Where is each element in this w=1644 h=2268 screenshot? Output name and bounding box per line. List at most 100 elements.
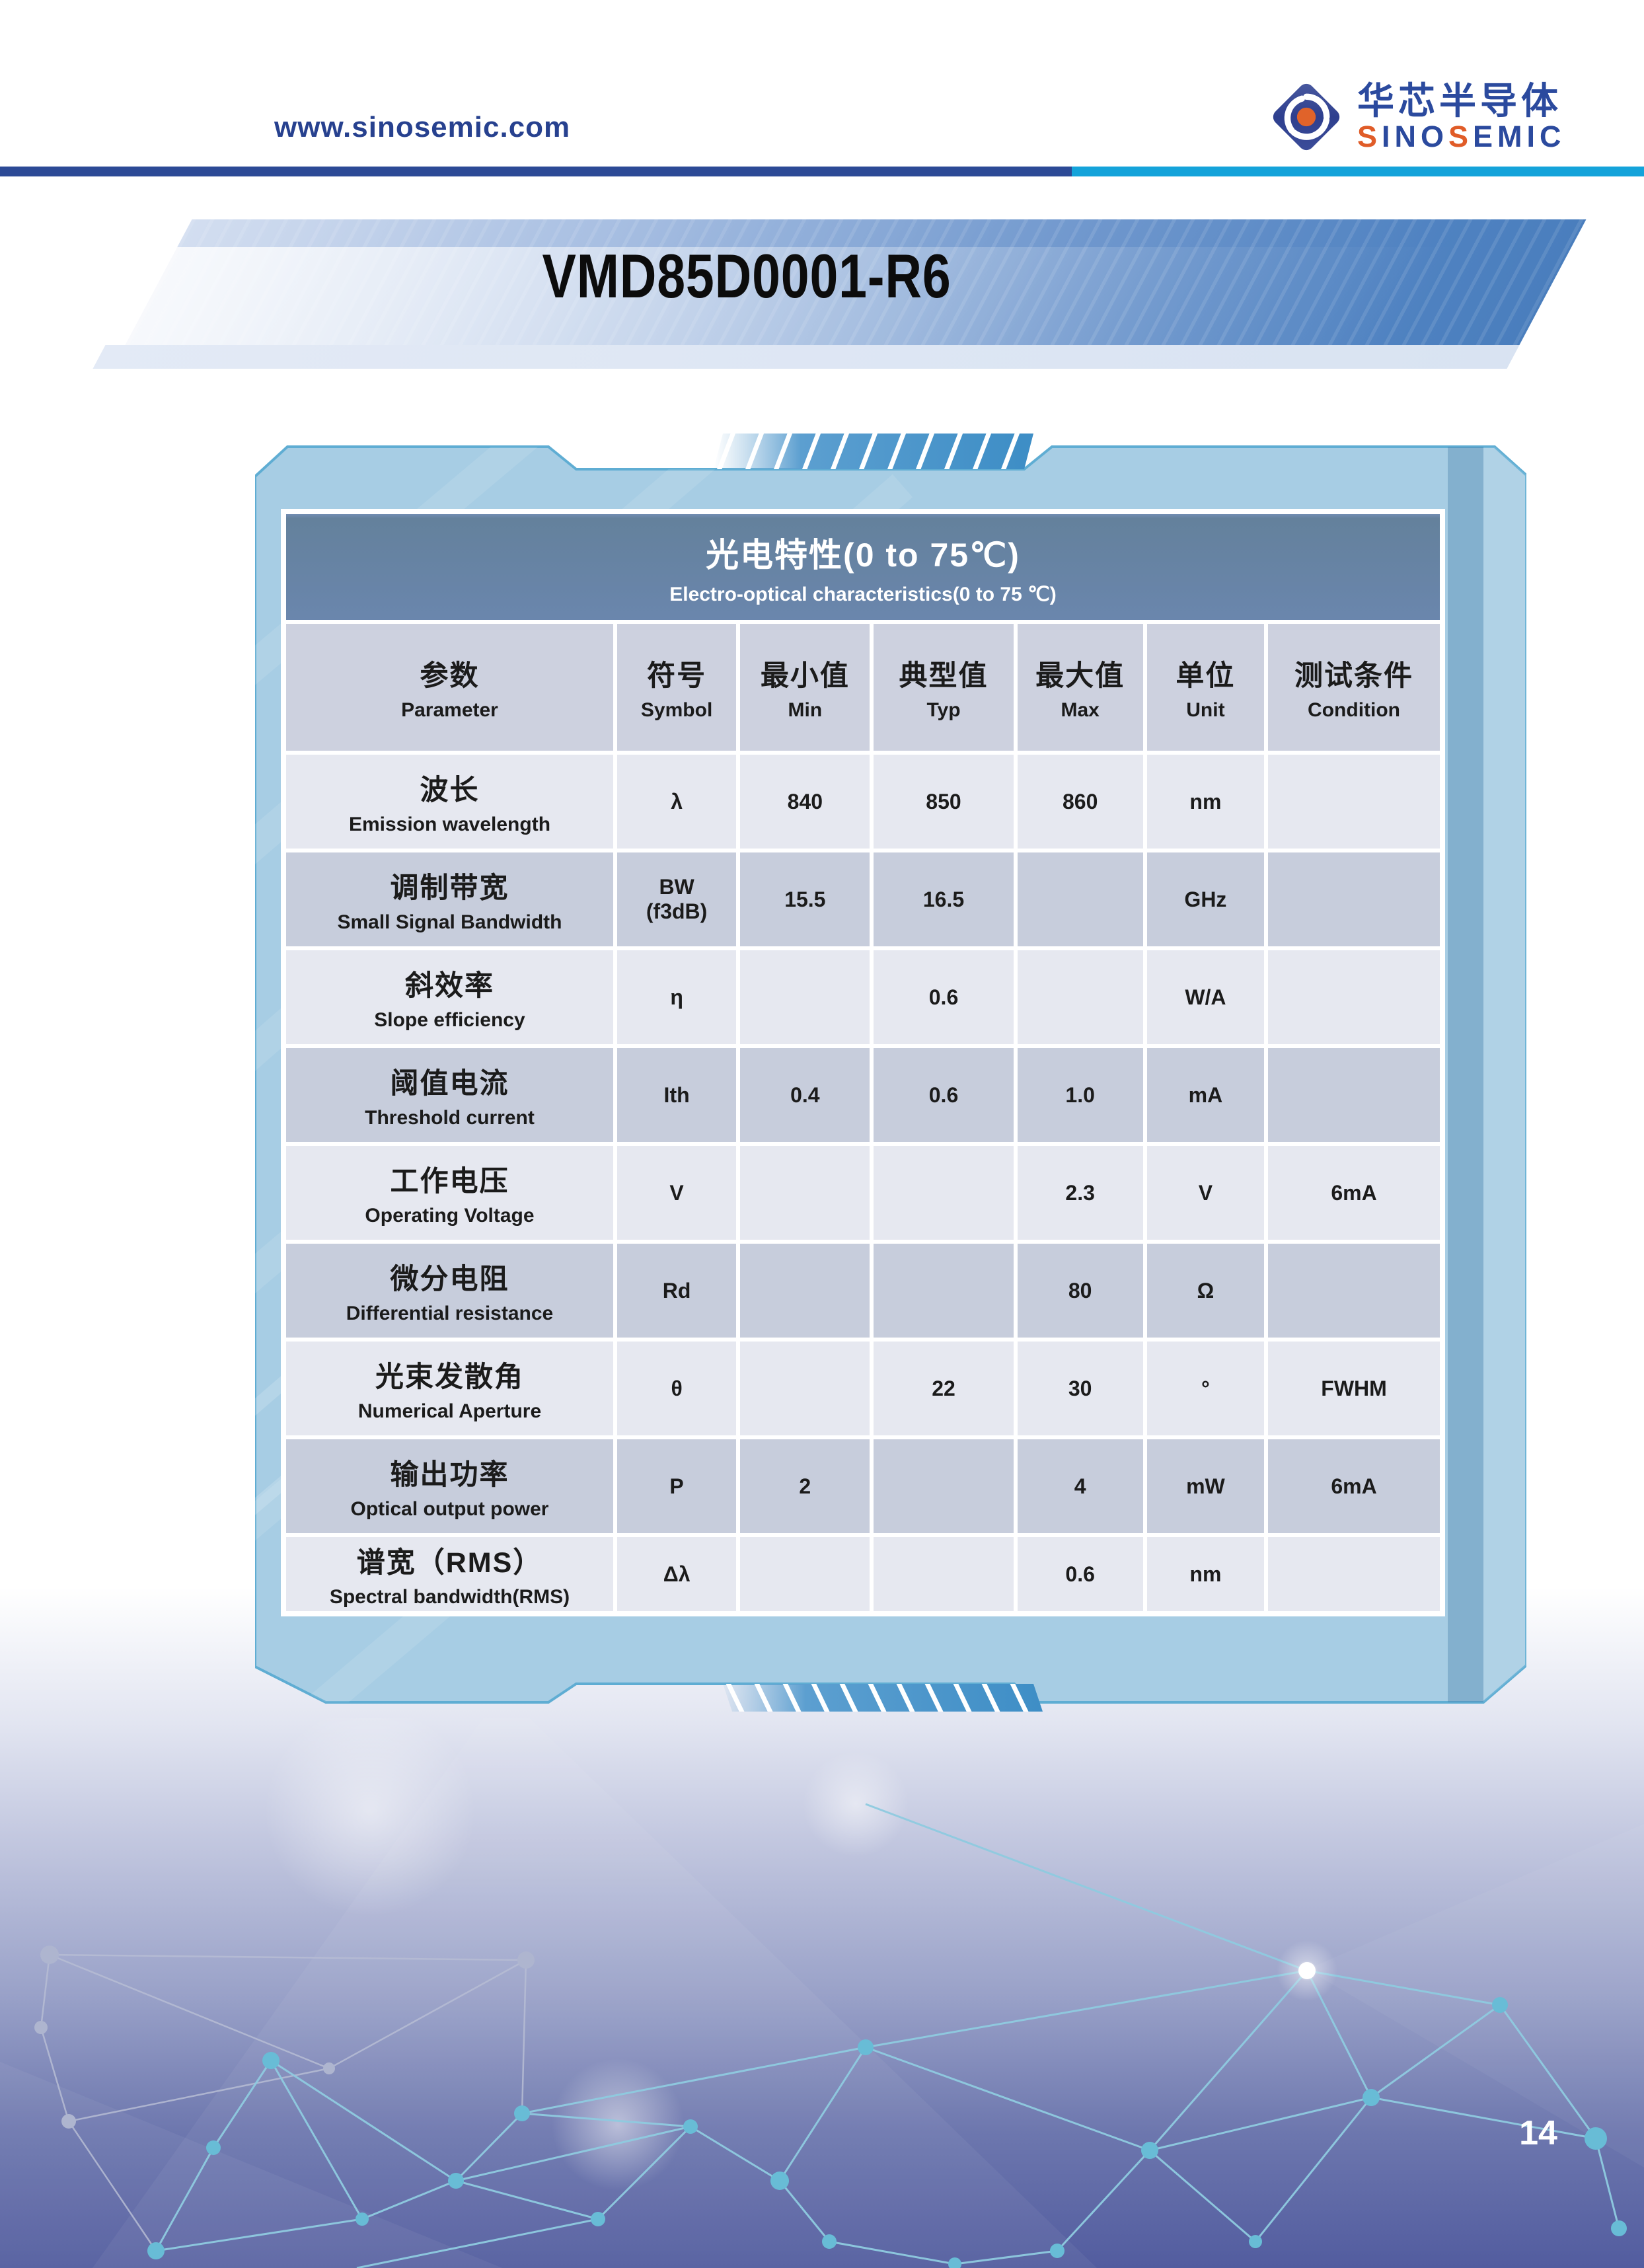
table-cell-unit: W/A [1146, 950, 1265, 1044]
param-cn: 输出功率 [390, 1459, 509, 1491]
table-cell-typ: 0.6 [874, 950, 1014, 1044]
table-cell-condition: FWHM [1268, 1342, 1440, 1435]
table-cell-symbol: λ [616, 755, 737, 849]
logo-english-name: SINOSEMIC [1357, 121, 1566, 152]
table-cell-min: 0.4 [740, 1048, 870, 1142]
table-cell-typ [874, 1439, 1014, 1533]
network-decoration [0, 1718, 1644, 2268]
table-cell-symbol: Ith [616, 1048, 737, 1142]
logo-letter-segment: EMIC [1473, 119, 1566, 153]
param-cell: 输出功率 Optical output power [286, 1439, 613, 1533]
table-cell-condition: 6mA [1268, 1439, 1440, 1533]
param-cell: 谱宽（RMS） Spectral bandwidth(RMS) [286, 1537, 613, 1611]
table-cell-typ: 850 [874, 755, 1014, 849]
table-cell-max: 80 [1017, 1244, 1143, 1338]
param-en: Operating Voltage [365, 1205, 535, 1227]
table-cell-max [1017, 950, 1143, 1044]
table-cell-symbol: P [616, 1439, 737, 1533]
title-banner-tail [93, 345, 1520, 369]
column-header-en: Condition [1308, 699, 1400, 721]
column-header-en: Min [788, 699, 823, 721]
table-cell-min: 2 [740, 1439, 870, 1533]
spec-table: 光电特性(0 to 75℃) Electro-optical character… [281, 509, 1445, 1616]
page-number: 14 [1519, 2114, 1557, 2152]
param-cn: 微分电阻 [390, 1264, 509, 1295]
header-rule-cyan [1072, 167, 1644, 176]
table-cell-unit: mA [1146, 1048, 1265, 1142]
logo-letter-segment: S [1357, 119, 1382, 153]
table-cell-typ [874, 1537, 1014, 1611]
param-en: Differential resistance [346, 1303, 554, 1324]
param-cell: 调制带宽 Small Signal Bandwidth [286, 852, 613, 946]
table-title-cn: 光电特性(0 to 75℃) [706, 536, 1020, 574]
param-en: Threshold current [365, 1107, 535, 1129]
param-cn: 斜效率 [404, 970, 494, 1002]
table-cell-max: 0.6 [1017, 1537, 1143, 1611]
logo-diamond-icon [1273, 83, 1340, 151]
table-cell-typ: 16.5 [874, 852, 1014, 946]
table-cell-min [740, 1146, 870, 1240]
table-cell-symbol: Δλ [616, 1537, 737, 1611]
table-cell-symbol: V [616, 1146, 737, 1240]
logo-chinese-name: 华芯半导体 [1357, 79, 1562, 122]
column-header-cn: 单位 [1176, 660, 1236, 692]
site-url[interactable]: www.sinosemic.com [274, 111, 571, 143]
logo-letter-segment: S [1448, 119, 1474, 153]
param-cell: 光束发散角 Numerical Aperture [286, 1342, 613, 1435]
param-cn: 光束发散角 [375, 1361, 524, 1393]
table-cell-max: 4 [1017, 1439, 1143, 1533]
table-cell-min: 840 [740, 755, 870, 849]
table-cell-unit: ° [1146, 1342, 1265, 1435]
table-cell-min: 15.5 [740, 852, 870, 946]
table-cell-min [740, 1244, 870, 1338]
table-cell-min [740, 1537, 870, 1611]
column-header-symbol: 符号 Symbol [616, 624, 737, 751]
param-cell: 工作电压 Operating Voltage [286, 1146, 613, 1240]
table-cell-unit: mW [1146, 1439, 1265, 1533]
param-en: Emission wavelength [348, 813, 551, 835]
param-en: Spectral bandwidth(RMS) [329, 1586, 570, 1608]
logo-letter-segment: INO [1382, 119, 1449, 153]
column-header-en: Typ [926, 699, 961, 721]
column-header-unit: 单位 Unit [1146, 624, 1265, 751]
column-header-condition: 测试条件 Condition [1268, 624, 1440, 751]
param-cell: 斜效率 Slope efficiency [286, 950, 613, 1044]
table-cell-typ: 0.6 [874, 1048, 1014, 1142]
column-header-en: Max [1061, 699, 1100, 721]
param-en: Slope efficiency [374, 1009, 525, 1031]
product-title: VMD85D0001-R6 [542, 241, 952, 311]
table-cell-max: 2.3 [1017, 1146, 1143, 1240]
column-header-parameter: 参数 Parameter [286, 624, 613, 751]
table-cell-typ: 22 [874, 1342, 1014, 1435]
param-cell: 波长 Emission wavelength [286, 755, 613, 849]
table-cell-max: 30 [1017, 1342, 1143, 1435]
header-rule-navy [0, 167, 1072, 176]
column-header-cn: 典型值 [899, 660, 989, 692]
table-cell-condition [1268, 1048, 1440, 1142]
table-cell-condition [1268, 1244, 1440, 1338]
table-cell-max: 1.0 [1017, 1048, 1143, 1142]
table-cell-unit: nm [1146, 1537, 1265, 1611]
table-title-en: Electro-optical characteristics(0 to 75 … [669, 583, 1057, 605]
table-cell-max: 860 [1017, 755, 1143, 849]
table-title-band: 光电特性(0 to 75℃) Electro-optical character… [286, 514, 1440, 620]
column-header-typ: 典型值 Typ [874, 624, 1014, 751]
table-cell-symbol: Rd [616, 1244, 737, 1338]
param-cn: 阈值电流 [390, 1068, 509, 1100]
column-header-max: 最大值 Max [1017, 624, 1143, 751]
column-header-cn: 最小值 [760, 660, 850, 692]
table-cell-max [1017, 852, 1143, 946]
param-cn: 调制带宽 [390, 872, 509, 904]
column-header-cn: 测试条件 [1294, 660, 1414, 692]
param-cell: 微分电阻 Differential resistance [286, 1244, 613, 1338]
table-cell-unit: nm [1146, 755, 1265, 849]
table-cell-condition: 6mA [1268, 1146, 1440, 1240]
column-header-en: Unit [1186, 699, 1225, 721]
table-cell-symbol: η [616, 950, 737, 1044]
param-en: Small Signal Bandwidth [337, 911, 562, 933]
table-cell-unit: GHz [1146, 852, 1265, 946]
table-cell-min [740, 950, 870, 1044]
column-header-cn: 符号 [647, 660, 707, 692]
column-header-en: Symbol [640, 699, 713, 721]
